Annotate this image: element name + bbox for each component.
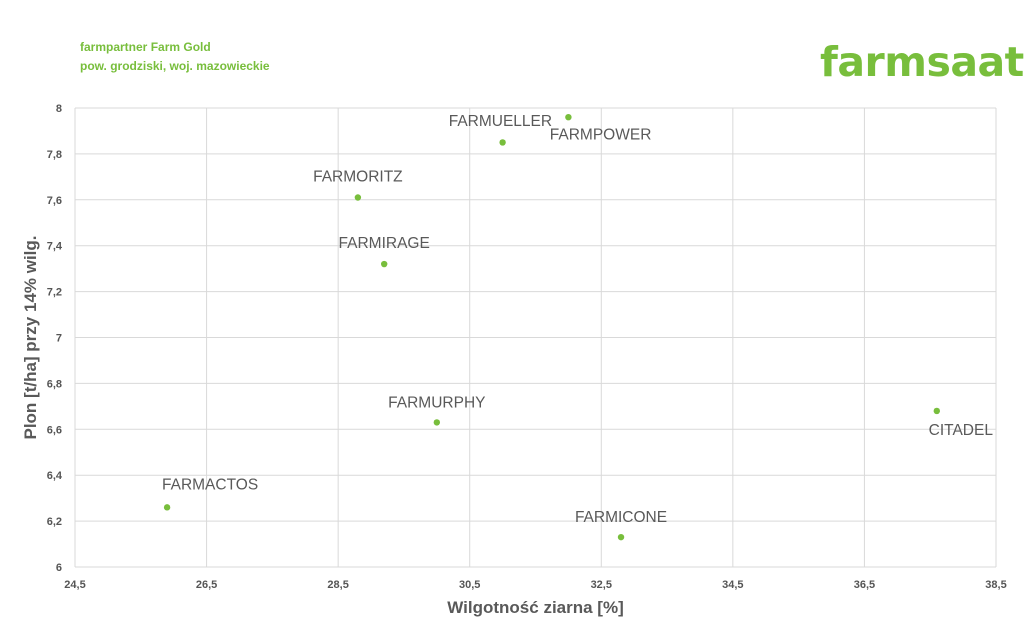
data-point-label: FARMUELLER xyxy=(449,113,552,130)
data-point-label: FARMURPHY xyxy=(388,394,485,411)
y-tick-label: 7,8 xyxy=(47,149,62,161)
y-tick-label: 7,6 xyxy=(47,195,62,207)
data-point-label: FARMORITZ xyxy=(313,169,403,186)
x-tick-labels: 24,5 26,5 28,5 30,5 32,5 34,5 36,5 38,5 xyxy=(64,579,1006,591)
data-point xyxy=(354,194,362,201)
x-tick-label: 38,5 xyxy=(985,579,1006,591)
data-point xyxy=(163,504,171,511)
x-tick-label: 24,5 xyxy=(64,579,85,591)
data-point-label: FARMICONE xyxy=(575,509,667,526)
header-line-2: pow. grodziski, woj. mazowieckie xyxy=(80,59,270,73)
y-tick-label: 6 xyxy=(56,562,62,574)
x-tick-label: 34,5 xyxy=(722,579,743,591)
farmsaat-logo: farmsaat xyxy=(820,38,1024,86)
data-points xyxy=(163,113,940,541)
header-line-1: farmpartner Farm Gold xyxy=(80,40,211,54)
y-axis-title: Plon [t/ha] przy 14% wilg. xyxy=(21,235,40,439)
y-tick-label: 8 xyxy=(56,103,62,115)
y-tick-label: 7,2 xyxy=(47,287,62,299)
data-point-label: FARMPOWER xyxy=(550,126,652,143)
data-point-label: FARMACTOS xyxy=(162,476,258,493)
data-point-label: FARMIRAGE xyxy=(339,235,430,252)
y-tick-label: 6,6 xyxy=(47,424,62,436)
data-point xyxy=(499,139,506,146)
y-tick-label: 7 xyxy=(56,333,62,345)
x-tick-label: 28,5 xyxy=(327,579,348,591)
x-tick-label: 26,5 xyxy=(196,579,217,591)
grid-lines xyxy=(74,107,997,568)
data-point xyxy=(433,419,441,426)
data-point-label: CITADEL xyxy=(929,422,994,439)
data-point xyxy=(617,533,625,541)
x-tick-label: 30,5 xyxy=(459,579,480,591)
data-point xyxy=(933,407,940,415)
chart-header: farmpartner Farm Gold pow. grodziski, wo… xyxy=(80,38,270,76)
data-point xyxy=(380,260,388,268)
y-tick-label: 7,4 xyxy=(47,241,63,253)
y-tick-label: 6,2 xyxy=(47,516,62,528)
y-tick-label: 6,4 xyxy=(47,470,63,482)
y-tick-label: 6,8 xyxy=(47,378,62,390)
x-tick-label: 32,5 xyxy=(591,579,612,591)
data-point xyxy=(565,113,572,121)
y-tick-labels: 6 6,2 6,4 6,6 6,8 7 7,2 7,4 7,6 7,8 8 xyxy=(47,103,63,574)
x-tick-label: 36,5 xyxy=(854,579,875,591)
x-axis-title: Wilgotność ziarna [%] xyxy=(447,598,623,617)
